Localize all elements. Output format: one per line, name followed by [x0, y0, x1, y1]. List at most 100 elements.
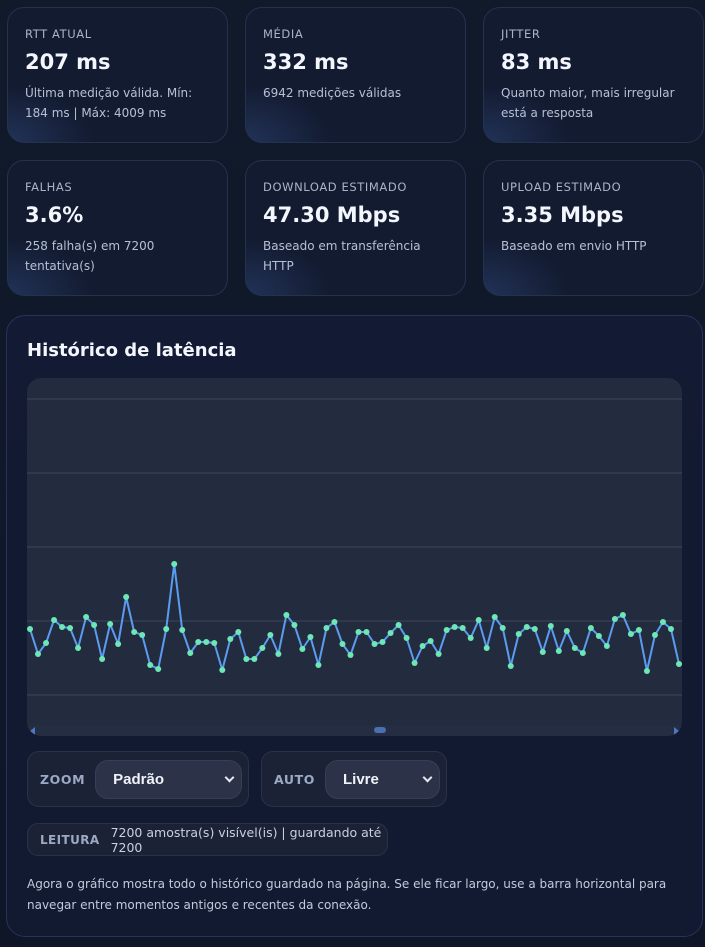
data-point — [155, 666, 162, 672]
data-point — [35, 651, 42, 657]
data-point — [523, 624, 530, 630]
data-point — [131, 629, 138, 635]
data-point — [51, 617, 58, 623]
data-point — [115, 641, 122, 647]
card-falhas: FALHAS 3.6% 258 falha(s) em 7200 tentati… — [7, 160, 228, 296]
data-point — [611, 616, 618, 622]
data-point — [676, 661, 682, 667]
data-point — [203, 639, 210, 645]
card-label: UPLOAD ESTIMADO — [501, 180, 622, 194]
data-point — [291, 622, 298, 628]
zoom-label: ZOOM — [40, 771, 86, 787]
data-point — [363, 629, 370, 635]
data-point — [219, 667, 226, 673]
data-point — [427, 638, 434, 644]
zoom-select-value: Padrão — [113, 770, 165, 788]
data-point — [499, 625, 506, 631]
data-point — [475, 617, 482, 623]
data-point — [211, 640, 218, 646]
card-subtitle: Quanto maior, mais irregular está a resp… — [501, 86, 675, 120]
data-point — [187, 650, 194, 656]
data-point — [179, 627, 186, 633]
data-point — [467, 635, 474, 641]
data-point — [555, 648, 562, 654]
card-value: 207 ms — [25, 50, 111, 74]
data-point — [67, 625, 74, 631]
card-value: 47.30 Mbps — [263, 203, 401, 227]
zoom-select[interactable]: Padrão — [95, 759, 243, 799]
card-subtitle: 258 falha(s) em 7200 tentativa(s) — [25, 239, 155, 273]
card-rtt-atual: RTT ATUAL 207 ms Última medição válida. … — [7, 7, 228, 143]
data-point — [579, 650, 586, 656]
reading-label: LEITURA — [40, 832, 100, 847]
data-point — [619, 612, 626, 618]
data-point — [443, 627, 450, 633]
card-upload: UPLOAD ESTIMADO 3.35 Mbps Baseado em env… — [483, 160, 704, 296]
data-point — [251, 656, 258, 662]
auto-control: AUTO Livre — [261, 751, 447, 807]
reading-value: 7200 amostra(s) visível(is) | guardando … — [110, 824, 382, 855]
data-point — [379, 639, 386, 645]
data-point — [355, 629, 362, 635]
data-point — [307, 634, 314, 640]
data-point — [27, 626, 33, 632]
data-point — [587, 625, 594, 631]
data-point — [195, 639, 202, 645]
auto-select[interactable]: Livre — [325, 759, 440, 799]
data-point — [651, 632, 658, 638]
data-point — [595, 633, 602, 639]
card-value: 332 ms — [263, 50, 349, 74]
data-point — [163, 626, 170, 632]
auto-select-value: Livre — [343, 770, 379, 788]
scroll-left-arrow-icon[interactable] — [30, 727, 35, 735]
data-point — [483, 645, 490, 651]
scrollbar-thumb[interactable] — [374, 727, 386, 733]
data-point — [667, 626, 674, 632]
latency-line-chart — [27, 398, 682, 696]
chevron-down-icon — [422, 772, 433, 782]
data-point — [323, 625, 330, 631]
reading-badge: LEITURA 7200 amostra(s) visível(is) | gu… — [27, 823, 388, 856]
data-point — [459, 625, 466, 631]
data-point — [571, 645, 578, 651]
card-subtitle: Última medição válida. Mín: 184 ms | Máx… — [25, 86, 193, 120]
data-point — [147, 662, 154, 668]
card-jitter: JITTER 83 ms Quanto maior, mais irregula… — [483, 7, 704, 143]
auto-label: AUTO — [274, 771, 315, 787]
data-point — [243, 656, 250, 662]
chart-horizontal-scrollbar[interactable] — [27, 725, 682, 736]
data-point — [627, 631, 634, 637]
data-point — [259, 645, 266, 651]
data-point — [227, 636, 234, 642]
panel-title: Histórico de latência — [27, 340, 237, 361]
latency-chart[interactable] — [27, 378, 682, 736]
data-point — [299, 646, 306, 652]
data-point — [515, 631, 522, 637]
card-value: 3.6% — [25, 203, 84, 227]
data-point — [387, 630, 394, 636]
data-point — [283, 612, 290, 618]
card-label: RTT ATUAL — [25, 27, 92, 41]
data-point — [59, 624, 66, 630]
scroll-right-arrow-icon[interactable] — [674, 727, 679, 735]
data-point — [315, 662, 322, 668]
data-point — [139, 632, 146, 638]
card-media: MÉDIA 332 ms 6942 medições válidas — [245, 7, 466, 143]
data-point — [643, 668, 650, 674]
card-label: FALHAS — [25, 180, 73, 194]
card-value: 3.35 Mbps — [501, 203, 624, 227]
data-point — [107, 621, 114, 627]
card-value: 83 ms — [501, 50, 572, 74]
stats-cards: RTT ATUAL 207 ms Última medição válida. … — [7, 7, 704, 296]
data-point — [507, 663, 514, 669]
data-point — [235, 629, 242, 635]
card-label: DOWNLOAD ESTIMADO — [263, 180, 407, 194]
data-point — [339, 641, 346, 647]
chart-help-note: Agora o gráfico mostra todo o histórico … — [27, 877, 667, 912]
chevron-down-icon — [224, 772, 235, 782]
data-point — [347, 652, 354, 658]
data-point — [491, 614, 498, 620]
data-point — [451, 624, 458, 630]
data-point — [659, 619, 666, 625]
data-point — [603, 643, 610, 649]
